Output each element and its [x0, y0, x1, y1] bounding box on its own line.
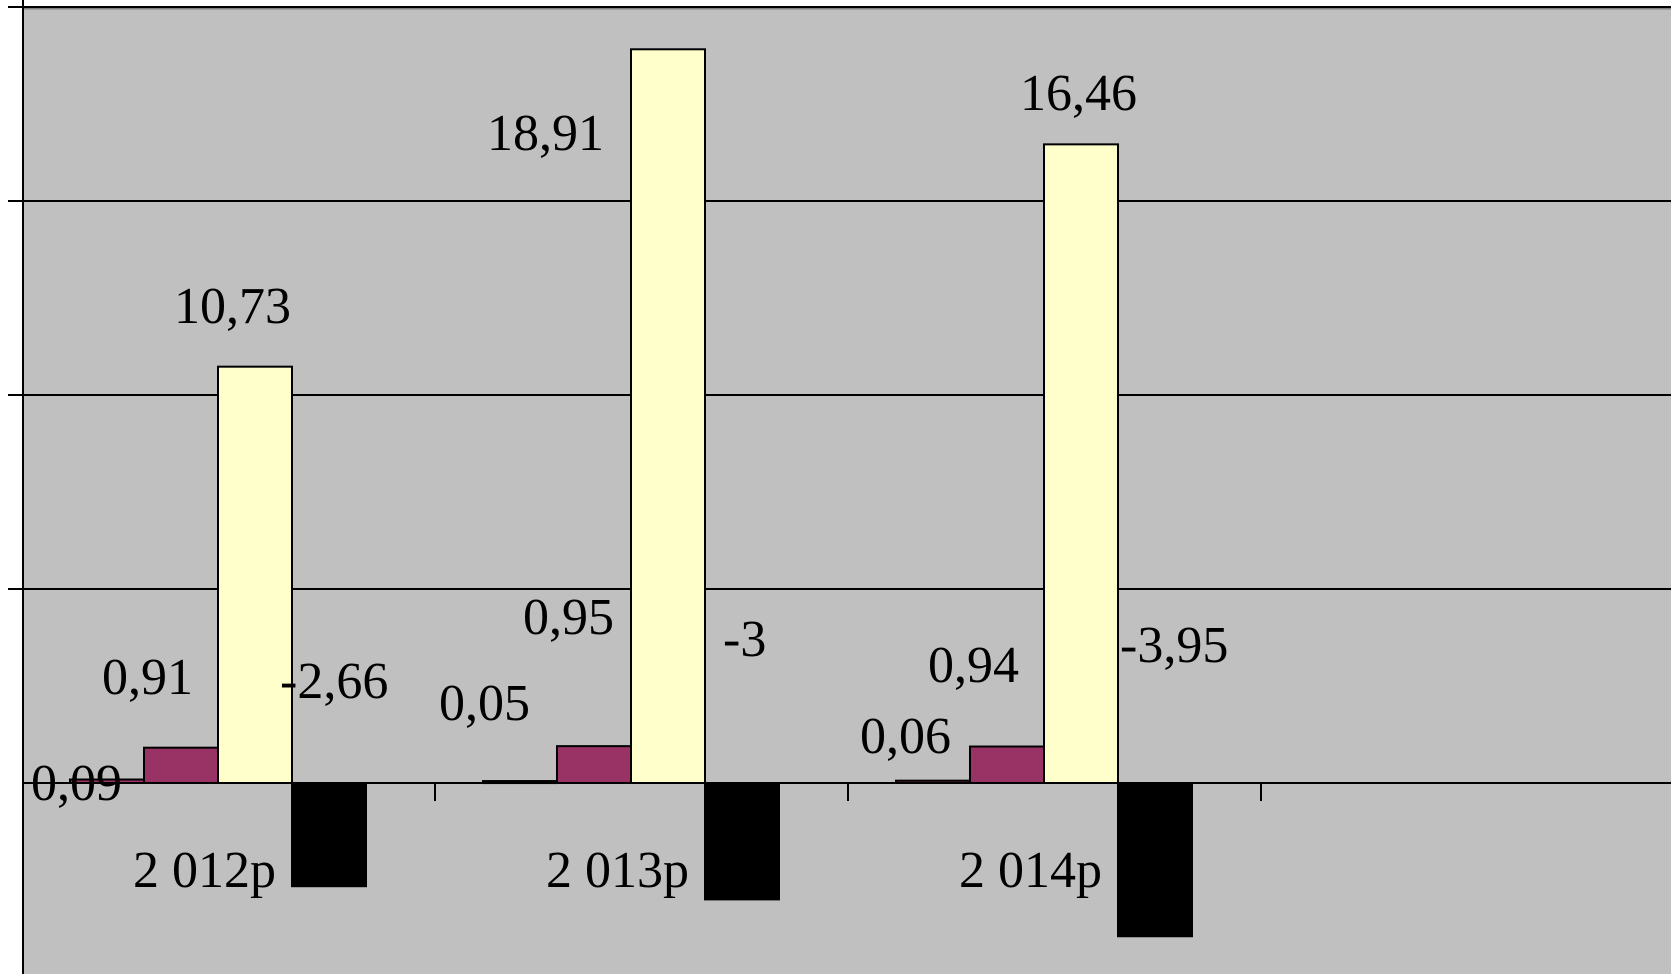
bar-series4-2	[704, 782, 780, 901]
bar-series2-3	[969, 745, 1045, 785]
data-label: 16,46	[1020, 65, 1137, 122]
data-label: 0,94	[928, 637, 1019, 694]
bar-series3-3	[1043, 143, 1119, 785]
bar-series2-1	[143, 746, 219, 785]
x-tick-label: 2 014р	[959, 842, 1102, 899]
x-tick-label: 2 013р	[546, 842, 689, 899]
data-label: 18,91	[487, 105, 604, 162]
bar-series4-3	[1117, 782, 1193, 938]
bar-series4-1	[291, 782, 367, 888]
data-label: 0,95	[523, 589, 614, 646]
data-label: 0,06	[860, 708, 951, 765]
data-label: 0,05	[439, 675, 530, 732]
bar-series3-1	[217, 365, 293, 784]
bar-series3-2	[630, 48, 706, 785]
data-label: -3	[723, 611, 766, 668]
data-label: 0,91	[102, 649, 193, 706]
data-label: 10,73	[174, 278, 291, 335]
data-label: 0,09	[31, 755, 122, 812]
data-label: -2,66	[280, 653, 388, 710]
data-label: -3,95	[1120, 617, 1228, 674]
bar-series2-2	[556, 745, 632, 785]
x-tick-label: 2 012р	[133, 842, 276, 899]
